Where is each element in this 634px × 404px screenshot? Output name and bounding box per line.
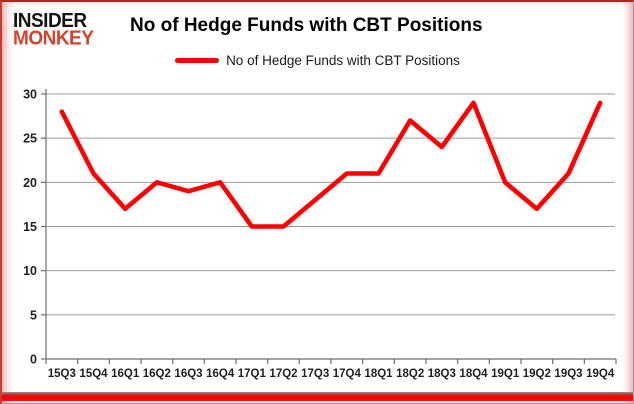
x-tick-label: 18Q1 (364, 368, 393, 380)
x-tick-label: 19Q1 (491, 368, 520, 380)
legend: No of Hedge Funds with CBT Positions (2, 53, 633, 68)
x-tick-label: 16Q2 (143, 368, 171, 380)
bottom-red-bar (2, 392, 633, 401)
logo-line-insider: INSIDER (13, 10, 87, 33)
x-tick-label: 15Q3 (48, 368, 76, 380)
y-tick-label: 0 (30, 353, 37, 367)
logo-line-monkey: MONKEY (13, 27, 94, 50)
x-tick-label: 17Q2 (269, 368, 297, 380)
x-tick-label: 17Q3 (301, 368, 329, 380)
y-tick-label: 25 (23, 132, 37, 146)
legend-label: No of Hedge Funds with CBT Positions (226, 53, 460, 68)
insider-monkey-logo: INSIDER MONKEY (13, 10, 94, 50)
x-tick-label: 16Q4 (206, 368, 235, 380)
legend-line-swatch (175, 58, 220, 63)
x-tick-label: 16Q1 (111, 368, 140, 380)
x-tick-label: 19Q3 (554, 368, 582, 380)
x-tick-label: 18Q4 (459, 368, 488, 380)
y-tick-label: 30 (23, 88, 37, 102)
x-tick-label: 19Q2 (523, 368, 551, 380)
y-tick-label: 10 (23, 264, 37, 278)
y-tick-label: 5 (30, 308, 37, 322)
data-line-series (59, 100, 603, 229)
x-tick-label: 19Q4 (586, 368, 615, 380)
x-tick-label: 17Q4 (333, 368, 362, 380)
x-tick-label: 18Q2 (396, 368, 424, 380)
x-tick-label: 15Q4 (79, 368, 108, 380)
x-tick-label: 18Q3 (428, 368, 456, 380)
y-tick-label: 15 (23, 220, 37, 234)
x-tick-label: 16Q3 (174, 368, 202, 380)
y-tick-label: 20 (23, 176, 37, 190)
x-tick-label: 17Q1 (238, 368, 267, 380)
chart-title: No of Hedge Funds with CBT Positions (130, 15, 483, 36)
